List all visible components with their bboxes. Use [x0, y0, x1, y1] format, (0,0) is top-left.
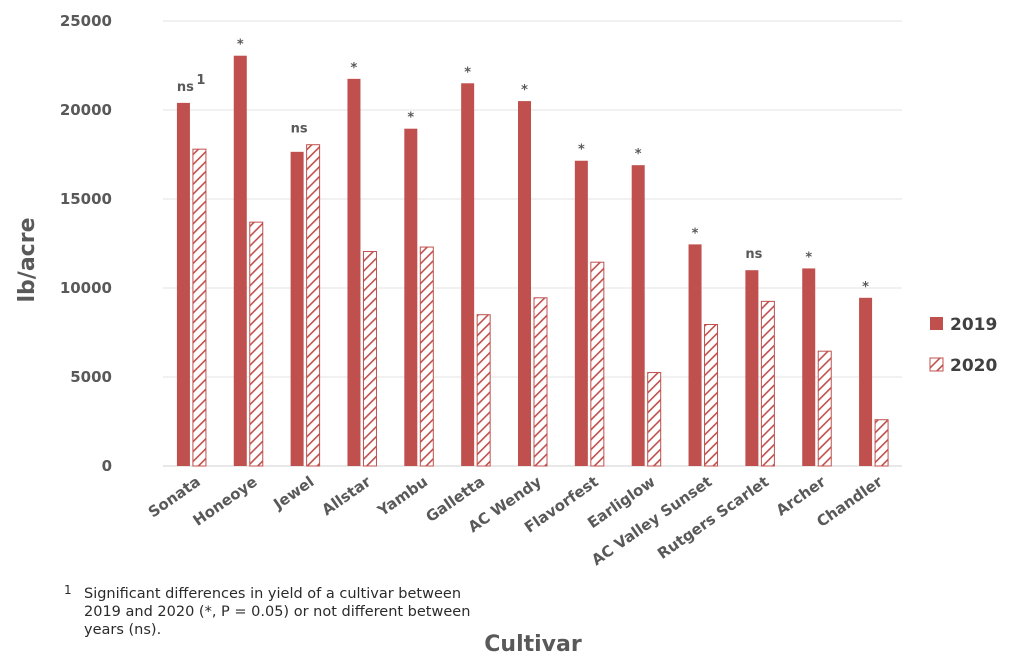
y-tick-label: 0 — [102, 457, 112, 475]
bar-2020 — [362, 251, 377, 467]
significance-label: * — [862, 280, 869, 295]
significance-label: * — [692, 226, 699, 241]
significance-labels: ns 1*ns***** **ns ** — [177, 38, 869, 295]
bar-2020 — [476, 314, 491, 467]
bars — [176, 55, 889, 467]
significance-label: * — [464, 65, 471, 80]
bar-2020 — [306, 144, 321, 467]
footnote-ref-marker: 1 — [196, 73, 205, 88]
bar-2020 — [533, 297, 548, 467]
y-axis-ticks: 0 5000 10000 15000 20000 25000 — [60, 12, 112, 475]
legend-label-2020: 2020 — [950, 356, 997, 376]
bar-2020 — [192, 148, 207, 467]
significance-label: ns — [291, 122, 308, 137]
bar-2019 — [518, 101, 531, 466]
bar-2019 — [745, 270, 759, 466]
bar-2020 — [647, 372, 662, 467]
bar-2020 — [760, 300, 775, 467]
bar-2019 — [233, 55, 247, 467]
significance-label: * — [521, 83, 528, 98]
bar-2019 — [347, 78, 361, 466]
significance-label: ns — [177, 80, 194, 95]
gridlines — [163, 20, 902, 467]
bar-2020 — [419, 246, 434, 467]
bar-2019 — [176, 102, 190, 466]
legend: 2019 2020 — [929, 315, 997, 376]
significance-label: * — [805, 250, 812, 265]
bar-2019 — [859, 297, 873, 466]
y-axis-title: lb/acre — [15, 218, 40, 303]
y-tick-label: 10000 — [60, 279, 112, 297]
bar-2019 — [574, 160, 588, 467]
category-label: Jewel — [269, 473, 317, 514]
bar-2019 — [631, 165, 645, 466]
significance-label: * — [351, 61, 358, 76]
footnote-marker: 1 — [64, 583, 72, 597]
legend-label-2019: 2019 — [950, 315, 997, 335]
y-tick-label: 15000 — [60, 190, 112, 208]
footnote-text: Significant differences in yield of a cu… — [84, 586, 471, 638]
bar-2020 — [249, 221, 264, 467]
x-axis-title: Cultivar — [484, 632, 582, 657]
legend-swatch-2019 — [930, 317, 943, 330]
bar-2019 — [404, 128, 418, 466]
footnote: 1 Significant differences in yield of a … — [64, 583, 484, 639]
bar-2019 — [461, 83, 475, 467]
bar-2019 — [802, 268, 816, 466]
category-label: Honeoye — [190, 473, 261, 530]
category-label: Yambu — [374, 473, 432, 521]
bar-2020 — [874, 419, 889, 467]
y-tick-label: 20000 — [60, 101, 112, 119]
y-tick-label: 5000 — [70, 368, 112, 386]
bar-2020 — [590, 261, 605, 467]
significance-label: * — [635, 147, 642, 162]
bar-2019 — [290, 151, 304, 466]
category-label: Allstar — [318, 472, 374, 519]
significance-label: ns — [745, 247, 762, 262]
legend-swatch-2020 — [929, 357, 944, 372]
y-tick-label: 25000 — [60, 12, 112, 30]
significance-label: * — [237, 38, 244, 53]
bar-2020 — [704, 323, 719, 467]
bar-2020 — [817, 350, 832, 467]
significance-label: * — [578, 143, 585, 158]
bar-2019 — [688, 244, 702, 466]
significance-label: * — [407, 111, 414, 126]
